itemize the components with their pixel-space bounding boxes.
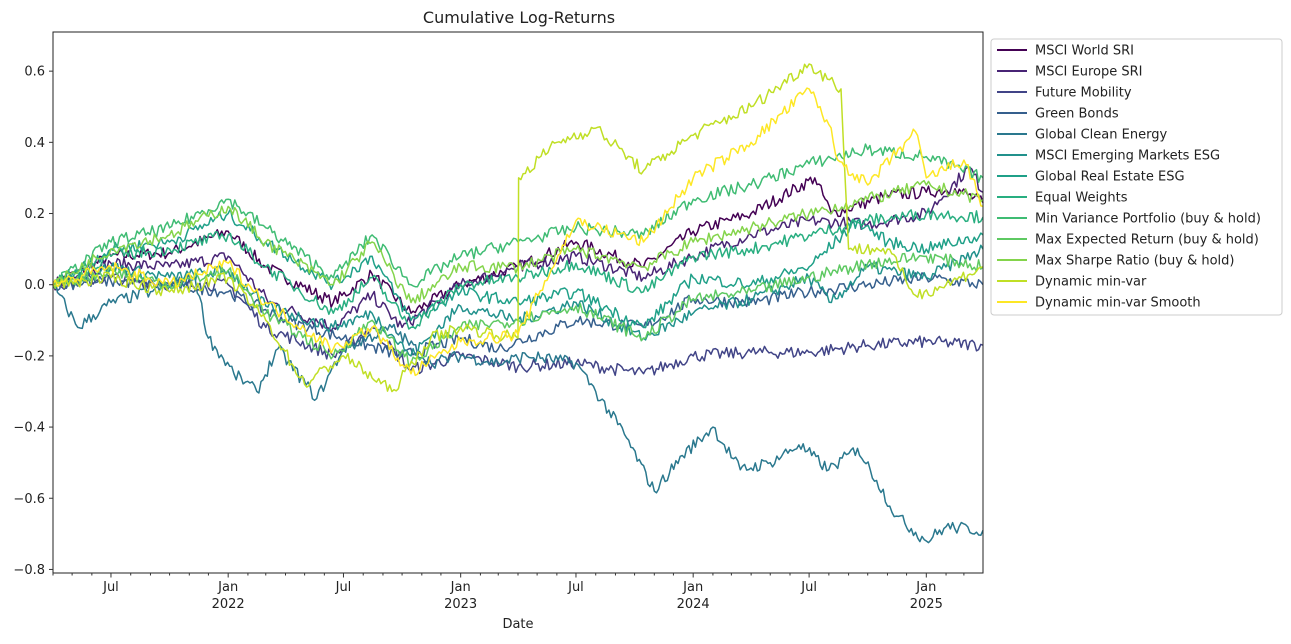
y-tick-label: 0.0: [24, 278, 45, 293]
legend-label: MSCI Emerging Markets ESG: [1035, 149, 1220, 164]
x-tick-label: Jul: [567, 580, 584, 595]
series-line-10: [52, 179, 984, 304]
x-tick-year-label: 2022: [212, 597, 245, 612]
chart-title: Cumulative Log-Returns: [423, 8, 615, 27]
series-line-11: [52, 63, 984, 393]
legend: MSCI World SRI MSCI Europe SRI Future Mobi…: [990, 38, 1283, 316]
x-tick-label: Jan: [915, 580, 936, 595]
series-line-2: [52, 272, 984, 377]
series-line-7: [52, 207, 984, 330]
series-line-8: [52, 143, 984, 288]
y-tick-label: −0.8: [13, 563, 45, 578]
x-tick-label: Jan: [682, 580, 703, 595]
legend-label: Green Bonds: [1035, 107, 1119, 122]
x-tick-year-label: 2024: [677, 597, 710, 612]
series-line-1: [52, 166, 984, 333]
legend-label: Dynamic min-var Smooth: [1035, 296, 1201, 311]
legend-label: Future Mobility: [1035, 86, 1132, 101]
legend-label: Global Real Estate ESG: [1035, 170, 1185, 185]
x-tick-label: Jul: [335, 580, 352, 595]
x-axis-label: Date: [502, 617, 533, 632]
legend-label: Max Expected Return (buy & hold): [1035, 233, 1259, 248]
y-tick-label: −0.6: [13, 492, 45, 507]
legend-label: Equal Weights: [1035, 191, 1128, 206]
x-tick-label: Jan: [450, 580, 471, 595]
legend-label: Dynamic min-var: [1035, 275, 1147, 290]
plot-lines: [52, 63, 984, 544]
series-line-9: [52, 252, 984, 368]
series-line-4: [52, 273, 984, 544]
x-tick-year-label: 2025: [910, 597, 943, 612]
legend-label: MSCI World SRI: [1035, 44, 1134, 59]
x-tick-year-label: 2023: [444, 597, 477, 612]
x-tick-label: Jul: [800, 580, 817, 595]
series-line-12: [52, 87, 984, 377]
y-tick-label: −0.2: [13, 349, 45, 364]
x-axis: Jul Jan 2022 Jul Jan 2023 Jul Jan 2024 Jul Jan 2025: [52, 573, 965, 612]
x-tick-label: Jul: [102, 580, 119, 595]
y-tick-label: 0.6: [24, 65, 45, 80]
legend-label: Max Sharpe Ratio (buy & hold): [1035, 254, 1235, 269]
y-tick-label: 0.4: [24, 136, 45, 151]
y-tick-label: −0.4: [13, 421, 45, 436]
legend-label: Global Clean Energy: [1035, 128, 1167, 143]
x-tick-label: Jan: [217, 580, 238, 595]
legend-label: MSCI Europe SRI: [1035, 65, 1142, 80]
legend-label: Min Variance Portfolio (buy & hold): [1035, 212, 1261, 227]
y-axis: −0.8 −0.6 −0.4 −0.2 0.0 0.2 0.4 0.6: [13, 65, 53, 578]
legend-box: [990, 38, 1283, 316]
y-tick-label: 0.2: [24, 207, 45, 222]
series-line-6: [52, 208, 984, 329]
